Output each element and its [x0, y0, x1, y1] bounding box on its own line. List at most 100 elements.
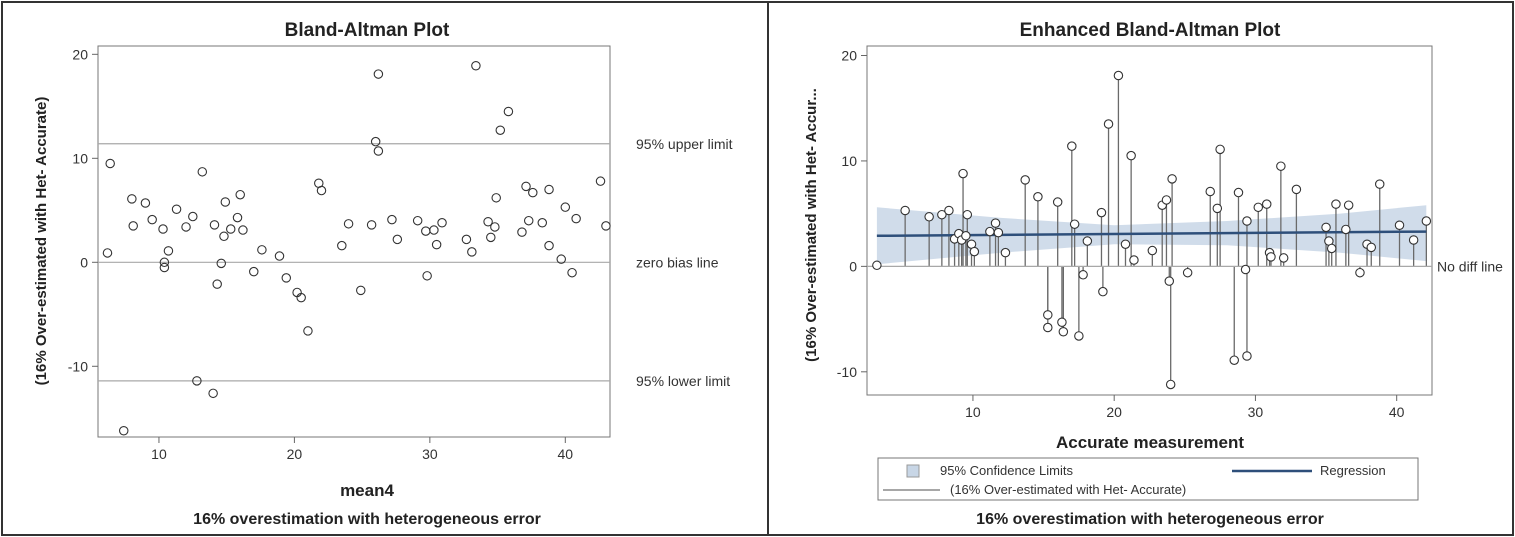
right-data-point: [1082, 236, 1093, 246]
right-data-point: [961, 231, 971, 241]
left-data-point: [571, 213, 581, 224]
left-data-point: [595, 176, 606, 186]
left-data-point: [471, 61, 481, 71]
right-data-point: [1291, 184, 1302, 195]
left-data-point: [181, 222, 191, 232]
left-data-point: [225, 224, 236, 234]
right-x-tick-label: 30: [1248, 404, 1264, 420]
right-data-point: [1052, 197, 1063, 207]
right-data-point: [958, 168, 968, 179]
right-plot-frame: [866, 45, 1433, 396]
left-data-point: [235, 189, 245, 200]
left-data-point: [163, 246, 174, 256]
right-data-point: [1096, 207, 1107, 218]
right-data-point: [1326, 243, 1337, 254]
left-data-point: [560, 202, 571, 212]
right-x-axis-label: Accurate measurement: [1056, 433, 1244, 452]
left-data-point: [490, 222, 500, 232]
left-data-point: [212, 279, 222, 289]
right-data-point: [962, 209, 973, 220]
left-chart-title: Bland-Altman Plot: [285, 20, 450, 41]
left-data-point: [281, 273, 292, 283]
right-legend: 95% Confidence Limits Regression (16% Ov…: [877, 457, 1419, 501]
right-data-point: [872, 260, 882, 271]
left-data-point: [337, 240, 347, 251]
right-data-point: [1098, 286, 1108, 297]
right-data-point: [1242, 351, 1252, 361]
left-data-point: [188, 211, 198, 222]
right-data-point: [1276, 161, 1286, 171]
left-data-point: [249, 266, 259, 277]
right-caption: 16% overestimation with heterogeneous er…: [976, 511, 1324, 528]
left-data-point: [232, 212, 243, 223]
left-chart: Bland-Altman Plot 95% upper limit zero bi…: [33, 20, 733, 528]
right-data-point: [1343, 200, 1354, 210]
right-data-point: [1043, 310, 1053, 320]
left-data-point: [118, 426, 129, 436]
left-data-point: [370, 136, 381, 147]
left-data-point: [495, 125, 506, 135]
left-data-point: [147, 214, 157, 225]
right-x-tick-label: 10: [965, 404, 981, 420]
left-data-point: [437, 218, 447, 228]
left-data-point: [159, 262, 170, 273]
right-data-point: [900, 205, 910, 216]
left-data-point: [567, 267, 577, 278]
left-data-point: [238, 225, 248, 235]
left-x-tick-label: 10: [151, 446, 167, 462]
right-data-point: [1421, 216, 1432, 226]
right-data-point: [1229, 355, 1240, 365]
left-data-point: [356, 285, 366, 296]
left-caption: 16% overestimation with heterogeneous er…: [193, 511, 541, 528]
right-data-point: [1167, 174, 1177, 184]
right-data-point: [1067, 141, 1077, 151]
left-data-point: [431, 239, 442, 250]
right-data-point: [1182, 267, 1193, 278]
right-data-point: [1242, 216, 1252, 226]
left-data-point: [197, 167, 208, 177]
right-data-point: [985, 226, 995, 237]
left-data-point: [461, 234, 472, 245]
left-data-point: [528, 187, 538, 198]
left-reference-label: zero bias line: [636, 254, 719, 270]
left-data-point: [412, 215, 423, 226]
right-data-point: [1078, 270, 1088, 280]
legend-label-regression: Regression: [1320, 463, 1386, 478]
right-data-point: [1103, 119, 1114, 129]
right-y-tick-label: -10: [837, 364, 857, 380]
left-data-point: [102, 248, 113, 258]
right-data-point: [1253, 202, 1264, 213]
left-y-axis-label: (16% Over-estimated with Het- Accurate): [33, 97, 50, 386]
left-data-point: [429, 225, 439, 235]
left-data-point: [208, 388, 218, 399]
left-x-tick-label: 30: [422, 446, 438, 462]
right-data-point: [1394, 220, 1405, 230]
right-data-point: [1165, 379, 1176, 390]
right-data-point: [1074, 331, 1084, 341]
right-data-point: [1215, 144, 1225, 155]
right-data-point: [944, 205, 954, 216]
left-data-point: [343, 219, 354, 229]
right-data-point: [1408, 235, 1419, 245]
left-data-point: [523, 215, 534, 226]
left-data-point: [219, 231, 229, 242]
legend-box: [877, 457, 1419, 501]
right-y-tick-label: 0: [849, 258, 857, 274]
right-data-point: [1366, 242, 1377, 253]
left-data-point: [192, 376, 202, 386]
left-y-tick-label: 20: [72, 46, 88, 62]
left-data-point: [486, 232, 496, 243]
right-data-point: [1000, 247, 1011, 258]
left-data-point: [544, 240, 554, 251]
left-data-point: [387, 214, 397, 225]
left-data-point: [158, 224, 168, 234]
left-data-point: [216, 258, 227, 269]
left-reference-label: 95% upper limit: [636, 136, 733, 152]
right-data-point: [1164, 276, 1175, 286]
left-data-point: [171, 204, 182, 215]
left-y-tick-label: 10: [72, 150, 88, 166]
left-data-point: [503, 106, 514, 117]
right-data-point: [1161, 195, 1172, 205]
left-data-point: [159, 257, 170, 268]
right-data-point: [1321, 222, 1331, 233]
